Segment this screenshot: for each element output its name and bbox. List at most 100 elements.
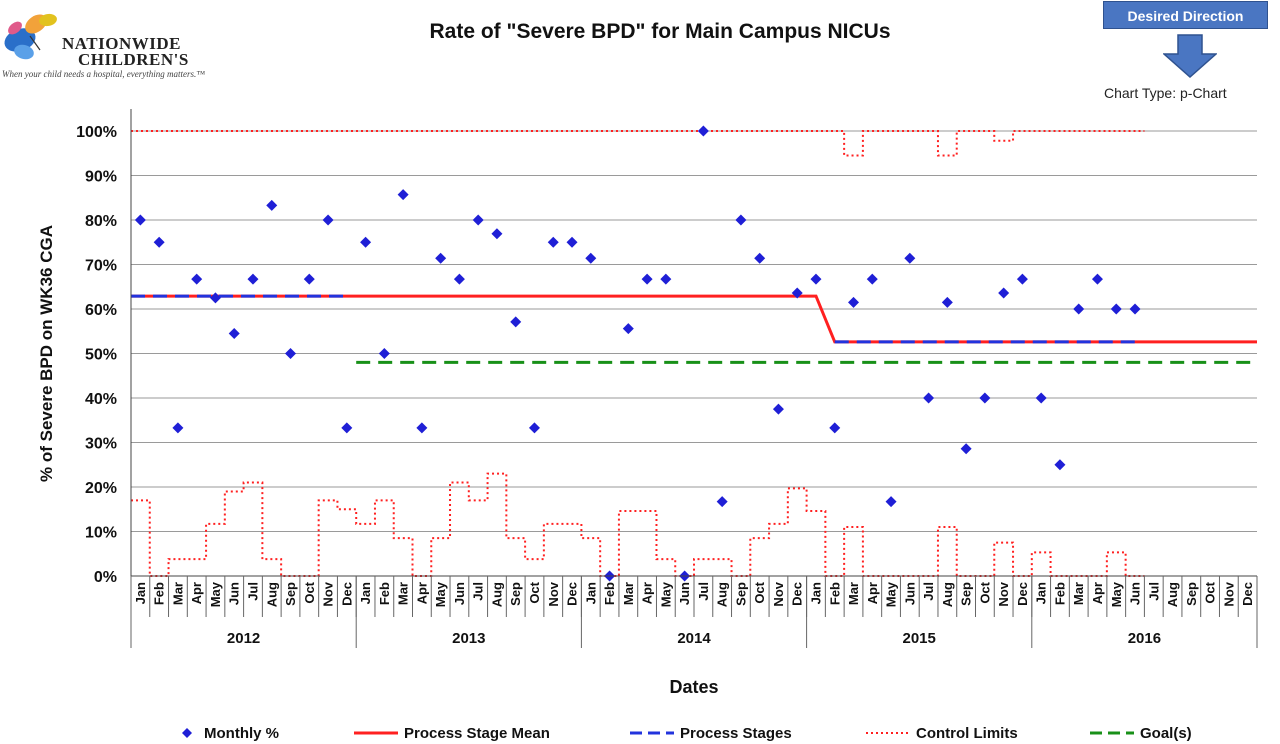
monthly-point bbox=[303, 273, 315, 285]
x-month-label: Dec bbox=[790, 582, 805, 606]
x-month-label: Oct bbox=[977, 581, 992, 603]
monthly-point bbox=[923, 392, 935, 404]
monthly-point bbox=[416, 422, 428, 434]
x-month-label: Sep bbox=[283, 582, 298, 606]
x-month-label: Jan bbox=[133, 582, 148, 604]
monthly-point bbox=[754, 252, 766, 264]
legend-label-goal: Goal(s) bbox=[1140, 724, 1192, 742]
x-month-label: Jun bbox=[227, 582, 242, 605]
monthly-point bbox=[547, 236, 559, 248]
monthly-point bbox=[378, 348, 390, 359]
x-month-label: May bbox=[208, 581, 223, 607]
legend-label-mean: Process Stage Mean bbox=[404, 724, 550, 742]
x-month-label: Mar bbox=[621, 582, 636, 605]
x-month-label: Nov bbox=[1221, 581, 1236, 606]
x-month-label: Feb bbox=[152, 582, 167, 605]
solid-line-icon bbox=[354, 731, 398, 735]
x-month-label: Feb bbox=[827, 582, 842, 605]
monthly-point bbox=[247, 273, 259, 285]
x-month-label: Apr bbox=[189, 582, 204, 604]
monthly-point bbox=[1110, 303, 1122, 315]
x-axis-title: Dates bbox=[669, 677, 718, 697]
monthly-point bbox=[979, 392, 991, 404]
monthly-point bbox=[904, 252, 916, 264]
monthly-point bbox=[1016, 273, 1028, 285]
monthly-point bbox=[510, 316, 522, 328]
x-month-label: Apr bbox=[865, 582, 880, 604]
legend-label-monthly: Monthly % bbox=[204, 724, 279, 742]
x-month-label: Jul bbox=[471, 582, 486, 601]
chart: 0%10%20%30%40%50%60%70%80%90%100%Jan Feb M… bbox=[37, 109, 1258, 697]
x-month-label: Oct bbox=[302, 581, 317, 603]
x-month-label: May bbox=[433, 581, 448, 607]
x-year-label: 2016 bbox=[1128, 630, 1161, 647]
x-year-label: 2015 bbox=[903, 630, 936, 647]
monthly-point bbox=[1035, 392, 1047, 404]
x-month-label: May bbox=[658, 581, 673, 607]
x-month-label: Mar bbox=[170, 582, 185, 605]
logo-brand-line1: NATIONWIDE bbox=[62, 34, 181, 53]
diamond-marker-icon bbox=[182, 728, 192, 738]
x-month-label: Aug bbox=[1165, 582, 1180, 607]
legend-item-goal: Goal(s) bbox=[1090, 722, 1192, 744]
monthly-point bbox=[941, 296, 953, 308]
monthly-point bbox=[453, 273, 465, 285]
x-month-label: Feb bbox=[602, 582, 617, 605]
y-tick-label: 0% bbox=[94, 569, 117, 586]
monthly-point bbox=[716, 496, 728, 508]
monthly-point bbox=[134, 214, 146, 226]
x-month-label: Mar bbox=[846, 582, 861, 605]
monthly-point bbox=[641, 273, 653, 285]
monthly-point bbox=[322, 214, 334, 226]
x-month-label: Jul bbox=[696, 582, 711, 601]
monthly-point bbox=[1054, 459, 1066, 471]
legend-label-limits: Control Limits bbox=[916, 724, 1018, 742]
monthly-point bbox=[1091, 273, 1103, 285]
x-month-label: Jun bbox=[902, 582, 917, 605]
monthly-point bbox=[285, 348, 297, 359]
arrow-down-icon bbox=[1163, 34, 1217, 78]
x-month-label: Dec bbox=[1240, 582, 1255, 606]
monthly-point bbox=[791, 287, 803, 299]
x-month-label: Nov bbox=[321, 581, 336, 606]
monthly-point bbox=[435, 252, 447, 264]
x-month-label: Jan bbox=[358, 582, 373, 604]
y-tick-label: 80% bbox=[85, 213, 117, 230]
x-month-label: Sep bbox=[959, 582, 974, 606]
x-month-label: Aug bbox=[264, 582, 279, 607]
monthly-point bbox=[1073, 303, 1085, 315]
dotted-line-icon bbox=[866, 732, 910, 734]
butterfly-icon bbox=[4, 13, 57, 60]
goal-dash-icon bbox=[1090, 731, 1134, 735]
monthly-point bbox=[228, 327, 240, 339]
y-tick-label: 50% bbox=[85, 347, 117, 364]
x-month-label: Mar bbox=[396, 582, 411, 605]
monthly-point bbox=[341, 422, 353, 434]
x-month-label: Feb bbox=[1052, 582, 1067, 605]
legend-item-limits: Control Limits bbox=[866, 722, 1018, 744]
legend-label-stages: Process Stages bbox=[680, 724, 792, 742]
y-tick-label: 100% bbox=[76, 124, 117, 141]
x-month-label: Jul bbox=[921, 582, 936, 601]
x-month-label: Aug bbox=[715, 582, 730, 607]
monthly-point bbox=[266, 199, 278, 211]
x-month-label: Sep bbox=[733, 582, 748, 606]
x-year-label: 2014 bbox=[677, 630, 711, 647]
lower-control-limit bbox=[131, 472, 1145, 577]
monthly-point bbox=[866, 273, 878, 285]
legend-item-monthly: Monthly % bbox=[176, 722, 279, 744]
monthly-point bbox=[153, 236, 165, 248]
x-month-label: Apr bbox=[640, 582, 655, 604]
y-tick-label: 20% bbox=[85, 480, 117, 497]
x-month-label: Feb bbox=[377, 582, 392, 605]
x-month-label: Nov bbox=[771, 581, 786, 606]
x-month-label: Jan bbox=[583, 582, 598, 604]
chart-type-label: Chart Type: p-Chart bbox=[1104, 85, 1227, 101]
monthly-point bbox=[622, 323, 634, 335]
monthly-point bbox=[697, 125, 709, 137]
monthly-point bbox=[960, 443, 972, 455]
x-month-label: Aug bbox=[489, 582, 504, 607]
desired-direction-box: Desired Direction bbox=[1103, 1, 1268, 29]
monthly-point bbox=[735, 214, 747, 226]
y-tick-label: 10% bbox=[85, 525, 117, 542]
